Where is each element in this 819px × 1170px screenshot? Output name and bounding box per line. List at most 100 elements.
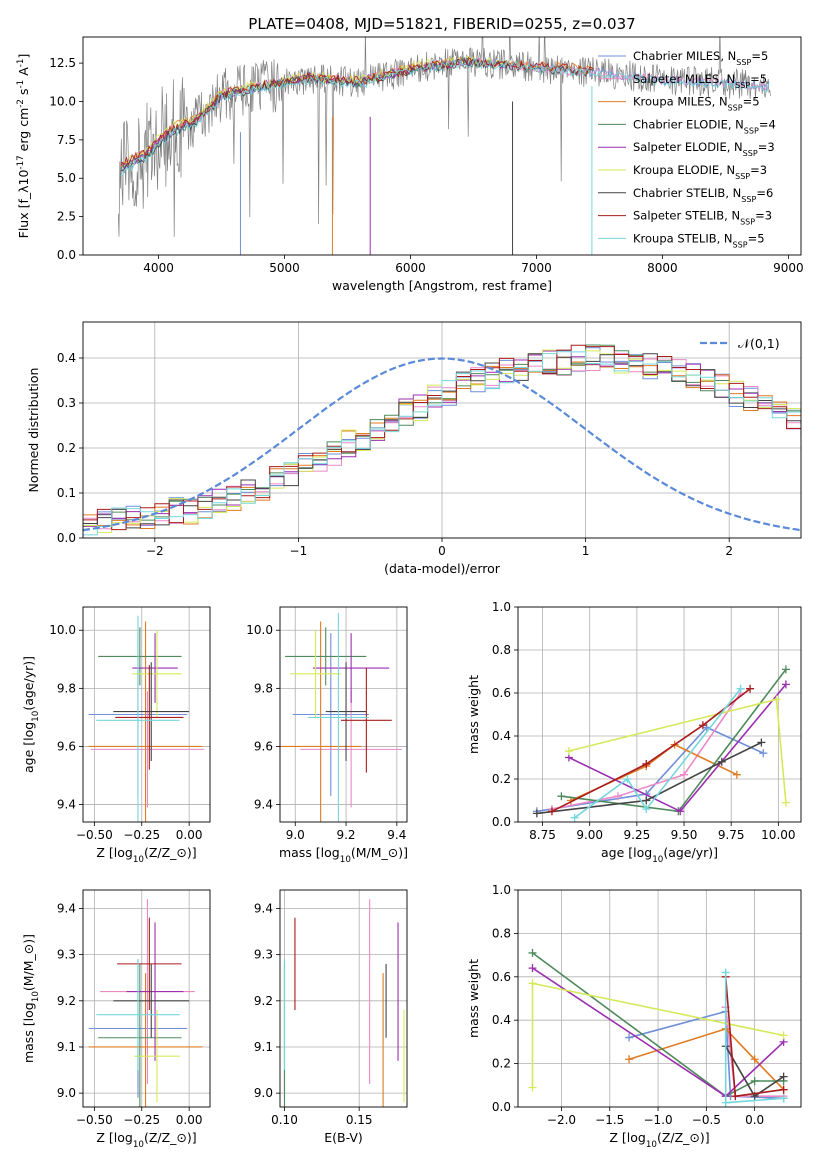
label-fragment: Kroupa MILES, N [633,95,728,109]
label-fragment: SSP [735,80,750,89]
plot-area [83,890,210,1107]
x-axis-label: mass [log10(M/M_⊙)] [279,845,408,865]
x-tick-label: 10.00 [761,828,795,842]
y-tick-label: 1.0 [492,883,511,897]
weight-marker [642,796,651,805]
y-tick-label: 0.4 [492,729,511,743]
label-fragment: 10 [646,1140,657,1150]
x-tick-label: 6000 [395,261,426,275]
x-axis-label: wavelength [Angstrom, rest frame] [332,278,552,293]
weight-line-1 [536,726,764,813]
weight-marker [779,1085,788,1094]
legend-entry: Salpeter ELODIE, NSSP=3 [633,140,775,158]
label-fragment: Salpeter STELIB, N [633,209,740,223]
y-tick-label: 0.2 [492,1057,511,1071]
label-fragment: mass [log [21,1002,36,1063]
weight-marker [717,757,726,766]
label-fragment: Chabrier STELIB, N [633,186,741,200]
plot-area [518,607,801,822]
y-tick-label: 9.6 [254,739,273,753]
y-tick-label: 1.0 [492,600,511,614]
label-fragment: Z [log [96,845,132,860]
weight-line-3 [628,1027,785,1091]
plot-area [280,890,407,1107]
weight-marker [757,738,766,747]
label-fragment: wavelength [Angstrom, rest frame] [332,278,552,293]
y-tick-label: 0.0 [492,815,511,829]
weight-marker [532,809,541,818]
weight-line-8 [551,688,751,813]
axes-spectrum: 4000 5000 6000 7000 8000 9000 0.0 2.5 5.0 7.5 10.0… [16,36,804,293]
weight-marker [642,805,651,814]
weight-marker [570,813,579,822]
weight-marker [779,1094,788,1103]
label-fragment: s [16,89,31,100]
x-axis-label: age [log10(age/yr)] [601,845,718,865]
x-tick-label: 9.75 [718,828,745,842]
label-fragment: (Z/Z_⊙)] [657,1130,710,1145]
histogram-step-8 [83,344,801,531]
label-fragment: SSP [733,240,748,249]
weight-line-2 [551,692,742,810]
y-tick-label: 9.4 [57,901,76,915]
axes-residuals: −2 −1 0 1 2 0.0 0.1 0.2 0.3 0.4 (data-model)/error… [26,321,802,576]
x-tick-label: −1.5 [595,1113,624,1127]
y-tick-label: 9.3 [57,948,76,962]
label-fragment: Salpeter MILES, N [633,72,735,86]
weight-line-9 [574,688,742,819]
label-fragment: (Z/Z_⊙)] [144,845,197,860]
label-fragment: erg cm [16,108,31,156]
label-fragment: Z [log [609,1130,645,1145]
label-fragment: SSP [740,217,755,226]
label-fragment: -1 [16,59,26,68]
label-fragment: SSP [741,194,756,203]
weight-marker [781,665,790,674]
label-fragment: SSP [728,103,743,112]
y-tick-label: 0.4 [492,1013,511,1027]
label-fragment: (age/yr)] [21,656,36,711]
axes-frame [279,889,408,1108]
weight-marker [528,1083,537,1092]
model-line-9 [120,58,770,177]
weight-marker [698,721,707,730]
y-tick-label: 9.0 [254,1086,273,1100]
y-tick-label: 0.0 [492,1100,511,1114]
y-tick-label: 9.6 [57,739,76,753]
y-tick-label: 9.8 [57,681,76,695]
weight-marker [528,979,537,988]
x-axis-label: E(B-V) [324,1130,363,1145]
y-tick-label: 9.1 [254,1040,273,1054]
weight-marker [564,747,573,756]
label-fragment: (data-model)/error [384,561,501,576]
label-fragment: Chabrier MILES, N [633,49,736,63]
y-tick-label: 9.1 [57,1040,76,1054]
plot-area [518,890,801,1107]
label-fragment: Normed distribution [26,368,41,493]
label-fragment: mass [log [279,845,340,860]
x-tick-label: 8.75 [529,828,556,842]
y-tick-label: 7.5 [57,133,76,147]
label-fragment: A [16,67,31,80]
y-axis-label: age [log10(age/yr)] [21,656,41,773]
axes-frame [82,606,211,823]
label-fragment: =3 [758,140,775,154]
x-tick-label: −0.25 [123,1113,160,1127]
y-tick-label: 5.0 [57,171,76,185]
y-tick-label: 0.6 [492,686,511,700]
y-tick-label: 9.4 [254,901,273,915]
x-tick-label: 9.00 [576,828,603,842]
y-tick-label: 10.0 [246,623,273,637]
label-fragment: 10 [133,855,144,865]
histogram-step-1 [83,347,801,526]
label-fragment: 10 [133,1140,144,1150]
y-tick-label: 10.0 [49,623,76,637]
x-tick-label: 0.00 [176,1113,203,1127]
legend-entry: Kroupa MILES, NSSP=5 [633,95,760,113]
axes-weight-vs-Z: −2.0 −1.5 −1.0 −0.5 0.0 0.0 0.2 0.4 0.6 0.8 1.0 Z [… [466,883,802,1150]
model-line-8 [120,56,594,167]
legend-entry: 𝒩(0,1) [738,336,780,351]
axes-mass-vs-Z: −0.50 −0.25 0.009.09.19.29.39.4Z [log10(Z/… [21,889,211,1150]
y-tick-label: 0.4 [57,351,76,365]
legend-entry: Kroupa STELIB, NSSP=5 [633,231,765,249]
histogram-step-4 [83,344,801,527]
